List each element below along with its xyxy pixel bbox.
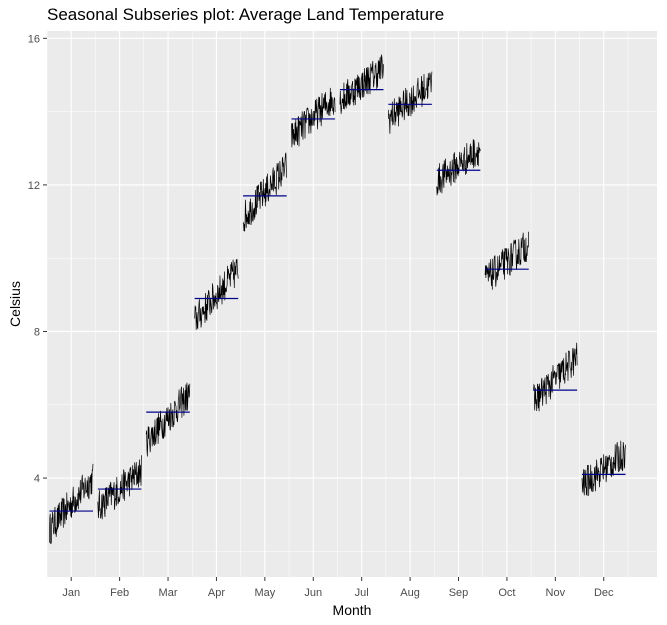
series-line-jul <box>339 54 384 114</box>
data-series <box>49 54 626 545</box>
series-line-feb <box>97 455 142 520</box>
x-tick-label-nov: Nov <box>546 587 566 599</box>
x-tick-label-apr: Apr <box>208 587 225 599</box>
y-axis-title: Celsius <box>7 281 23 327</box>
y-tick-label: 16 <box>28 33 40 45</box>
x-axis-title: Month <box>333 602 372 618</box>
y-tick-label: 4 <box>34 473 40 485</box>
plot-panel <box>47 31 657 577</box>
series-line-mar <box>145 382 191 457</box>
series-line-nov <box>533 342 578 412</box>
series-line-aug <box>387 71 433 134</box>
x-tick-label-mar: Mar <box>159 587 178 599</box>
series-line-sep <box>436 139 481 196</box>
x-tick-label-jul: Jul <box>355 587 369 599</box>
series-line-jun <box>291 87 336 148</box>
x-tick-label-jan: Jan <box>62 587 80 599</box>
series-line-may <box>242 152 287 232</box>
monthly-mean-lines <box>49 89 626 512</box>
x-tick-label-sep: Sep <box>449 587 469 599</box>
x-tick-label-feb: Feb <box>110 587 129 599</box>
chart-title: Seasonal Subseries plot: Average Land Te… <box>47 5 445 24</box>
y-tick-label: 12 <box>28 180 40 192</box>
series-line-jan <box>49 463 94 545</box>
x-tick-label-aug: Aug <box>400 587 420 599</box>
x-tick-label-oct: Oct <box>498 587 515 599</box>
series-line-apr <box>194 258 239 330</box>
x-tick-label-dec: Dec <box>594 587 614 599</box>
y-tick-label: 8 <box>34 326 40 338</box>
x-tick-label-may: May <box>254 587 275 599</box>
grid-lines <box>46 31 657 577</box>
axes: Jan Feb Mar Apr May Jun Jul Aug Sep Oct Nov Dec 4 8 12… <box>28 33 614 599</box>
series-line-dec <box>581 440 626 496</box>
series-line-oct <box>484 231 530 290</box>
x-tick-label-jun: Jun <box>304 587 322 599</box>
